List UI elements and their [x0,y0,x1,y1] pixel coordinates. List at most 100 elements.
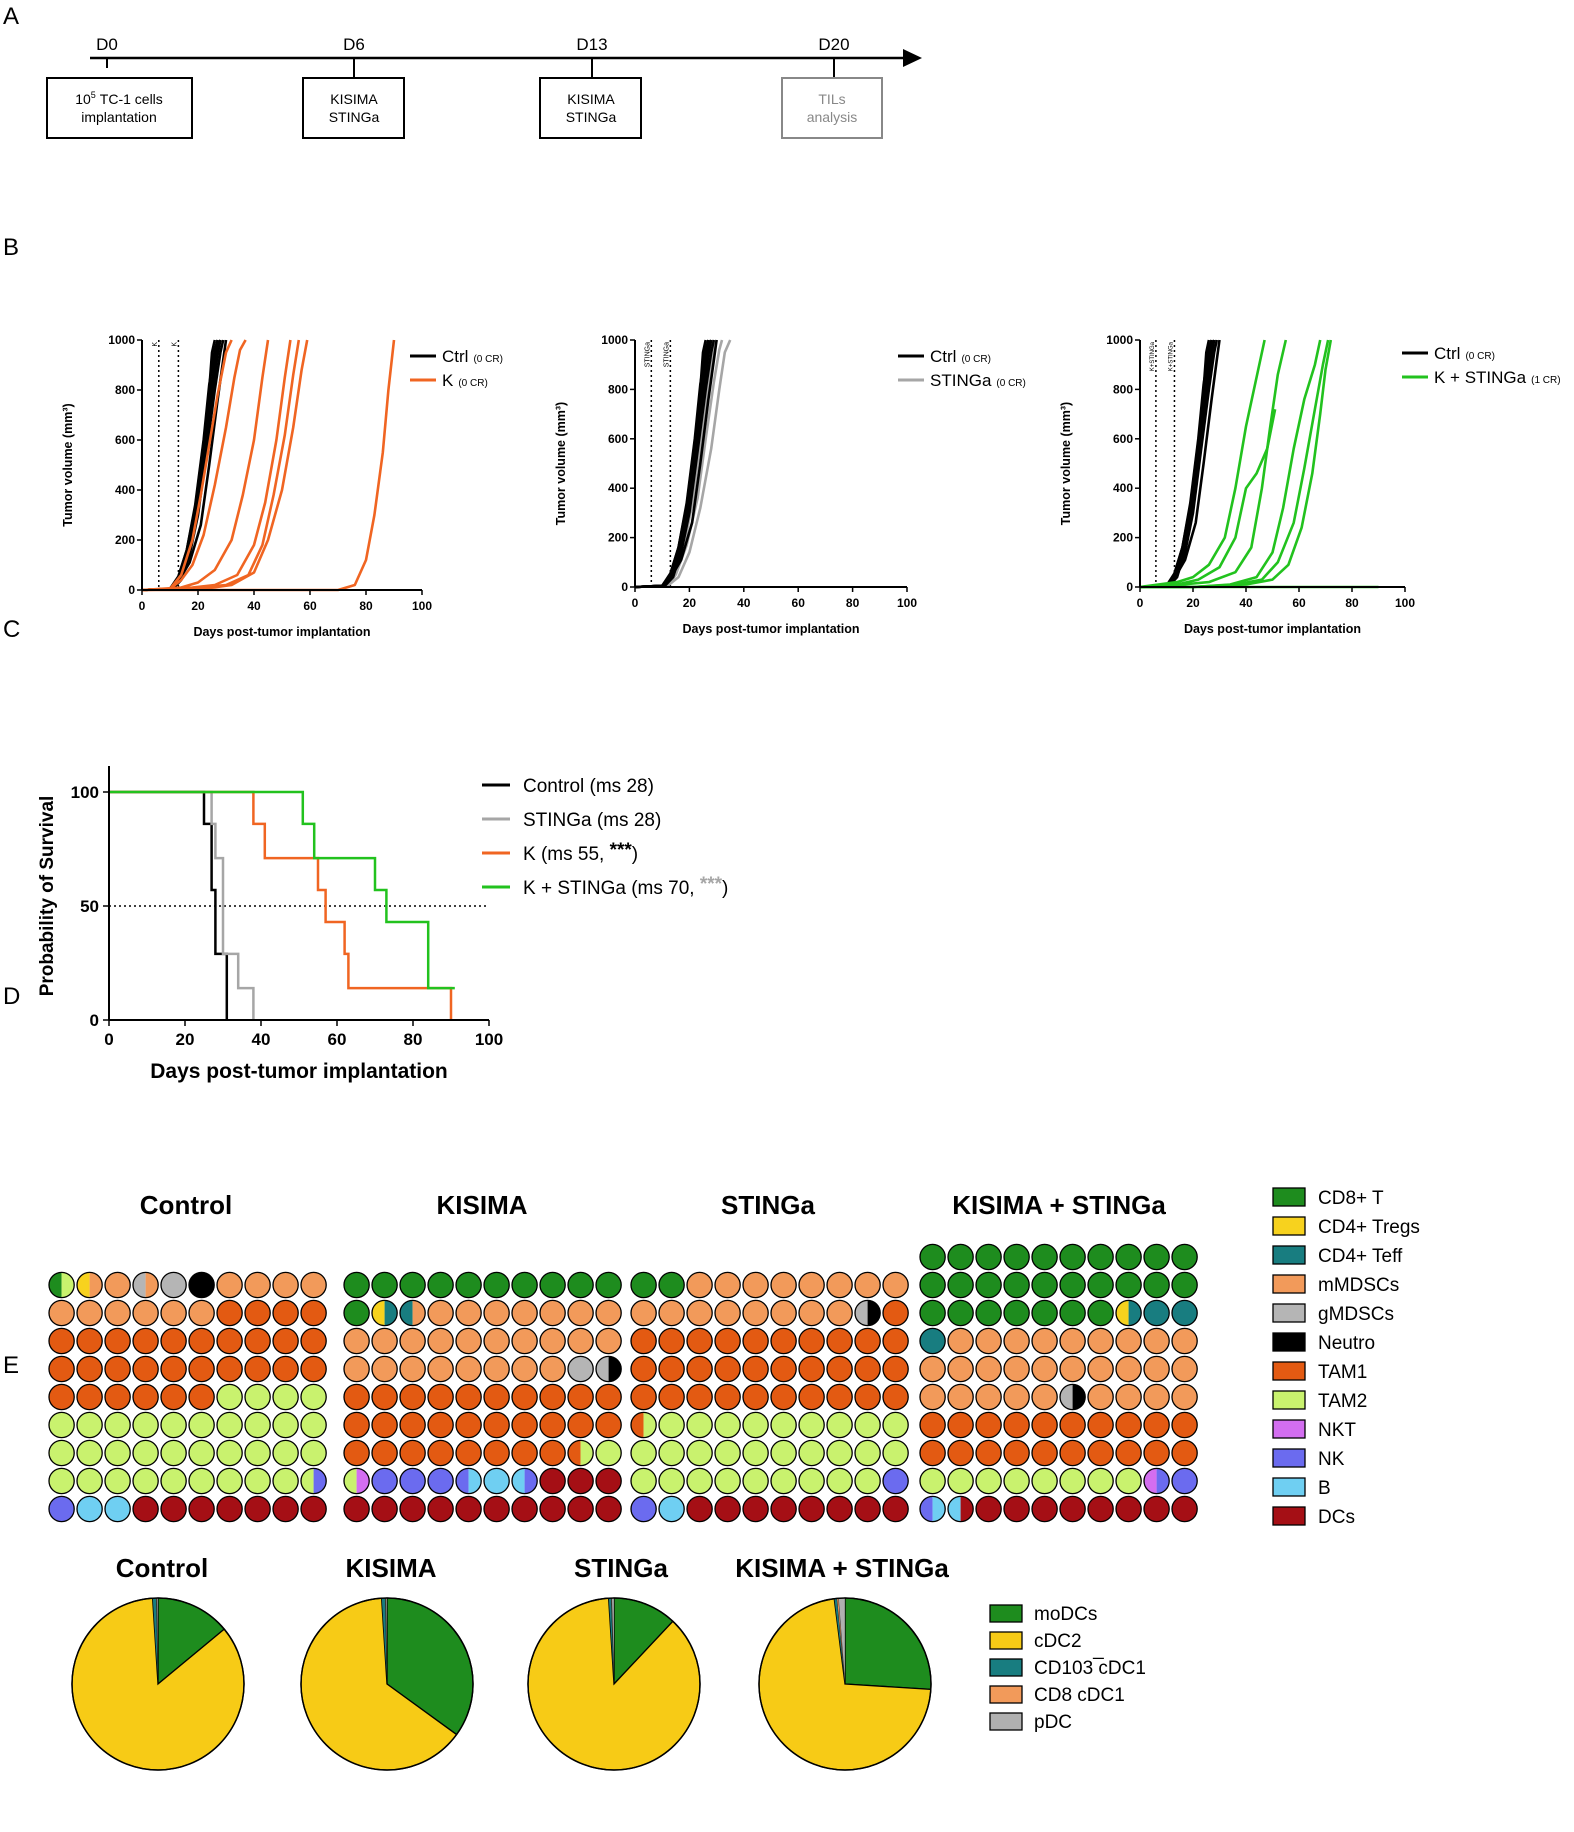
waffle-cell [975,1495,1002,1523]
y-tick-label: 1000 [108,333,135,347]
waffle-cell [455,1495,482,1523]
waffle-cell [483,1271,510,1299]
waffle-cell [511,1383,538,1411]
waffle-cell [947,1411,974,1439]
waffle-cell [1143,1355,1170,1383]
waffle-cell [919,1495,946,1523]
legend-label: TAM1 [1318,1362,1367,1383]
waffle-cell [919,1355,946,1383]
waffle-cell [919,1383,946,1411]
legend-tail: ) [722,878,728,899]
x-tick-label: 40 [737,596,751,610]
waffle-cell [1059,1271,1086,1299]
waffle-cell-right [932,1496,946,1522]
waffle-cell [567,1355,594,1383]
y-tick-label: 400 [115,483,135,497]
waffle-cell [427,1467,454,1495]
waffle-cell-left [919,1496,933,1522]
waffle-cell [742,1495,769,1523]
x-tick-label: 20 [683,596,697,610]
waffle-cell [798,1355,825,1383]
x-tick-label: 20 [176,1030,195,1049]
legend-text: STINGa (ms 28) [523,810,661,831]
x-axis-label: Days post-tumor implantation [1184,622,1361,636]
waffle-cell-outline [343,1467,370,1495]
waffle-cell [1031,1355,1058,1383]
waffle-cell [1059,1411,1086,1439]
waffle-cell [630,1383,657,1411]
waffle-cell-outline [854,1299,881,1327]
legend-swatch [989,1685,1023,1704]
waffle-cell [882,1299,909,1327]
waffle-cell [595,1299,622,1327]
waffle-cell [132,1271,159,1299]
waffle-cell [483,1439,510,1467]
y-tick-label: 400 [608,481,628,495]
waffle-cell [48,1355,75,1383]
waffle-cell [826,1439,853,1467]
waffle-cell [104,1355,131,1383]
waffle-cell [686,1299,713,1327]
waffle-cell [826,1467,853,1495]
waffle-cell [686,1495,713,1523]
pie-title: Control [116,1553,208,1583]
waffle-cell [455,1299,482,1327]
waffle-cell [244,1271,271,1299]
waffle-cell [1059,1495,1086,1523]
legend-name: STINGa [930,371,992,390]
waffle-cell-right [524,1468,538,1494]
panel-label-e: E [3,1352,20,1379]
waffle-cell-left [1060,1384,1073,1410]
panel-label-d: D [3,983,21,1010]
waffle-cell [567,1467,594,1495]
waffle-cell-right [356,1468,370,1494]
waffle-cell [132,1355,159,1383]
legend-label: K (ms 55, ***) [523,840,638,865]
waffle-cell [947,1467,974,1495]
tumor-growth-line [634,339,724,589]
waffle-cell [1171,1467,1198,1495]
legend-label: cDC2 [1034,1631,1082,1652]
waffle-cell-right [608,1356,622,1382]
waffle-cell [216,1299,243,1327]
waffle-cell [371,1467,398,1495]
waffle-cell [160,1383,187,1411]
waffle-cell [714,1327,741,1355]
waffle-cell [188,1411,215,1439]
waffle-cell [630,1439,657,1467]
waffle-cell [244,1495,271,1523]
pie-title: KISIMA + STINGa [735,1553,949,1583]
y-tick-label: 800 [608,382,628,396]
waffle-cell [1143,1467,1170,1495]
waffle-cell [742,1383,769,1411]
waffle-cell [947,1299,974,1327]
waffle-cell [160,1411,187,1439]
waffle-cell [1115,1299,1142,1327]
waffle-cell [1031,1467,1058,1495]
x-axis-label: Days post-tumor implantation [150,1060,448,1083]
y-tick-label: 600 [1113,432,1133,446]
waffle-cell-outline [132,1271,159,1299]
timeline-day-6: D6 [343,35,365,78]
waffle-cell [539,1355,566,1383]
waffle-cell [216,1439,243,1467]
waffle-cell [188,1383,215,1411]
pie-title: STINGa [574,1553,668,1583]
x-tick-label: 80 [404,1030,423,1049]
legend-swatch [1272,1187,1306,1207]
legend-swatch [1272,1477,1306,1497]
waffle-cell [343,1299,370,1327]
waffle-cell [511,1299,538,1327]
waffle-cell [919,1327,946,1355]
tumor-growth-line [141,339,270,592]
waffle-cell [1143,1271,1170,1299]
legend-label: Ctrl (0 CR) [1434,344,1495,363]
waffle-cell [48,1299,75,1327]
survival-chart: 0 50 100 0 20 40 60 80 100 Days post-tumor implan… [37,766,728,1083]
waffle-cell [686,1383,713,1411]
waffle-cell [188,1467,215,1495]
waffle-cell [686,1467,713,1495]
waffle-cell [1003,1243,1030,1271]
waffle-cell [567,1439,594,1467]
waffle-cell-right [61,1272,75,1298]
